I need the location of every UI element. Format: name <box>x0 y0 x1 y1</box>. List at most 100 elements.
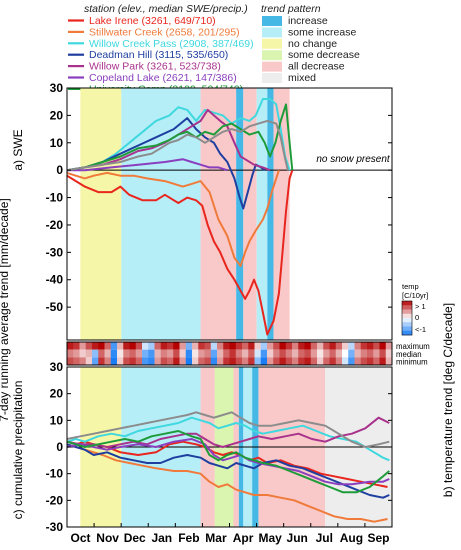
heat-cell <box>279 349 287 358</box>
heat-cell <box>98 342 105 350</box>
heat-cell <box>179 342 187 350</box>
x-tick-label: Oct <box>71 531 91 545</box>
y-tick-label: 20 <box>50 108 64 122</box>
heat-cell <box>254 349 262 358</box>
heat-cell <box>129 357 137 365</box>
heat-cell <box>342 357 349 365</box>
y-tick-label: 20 <box>50 387 64 401</box>
heat-cell <box>329 349 337 358</box>
heat-cell <box>342 349 349 358</box>
heat-cell <box>310 357 318 365</box>
heat-cell <box>298 349 305 358</box>
swe-trend-shading <box>80 88 290 340</box>
heat-cell <box>260 357 268 365</box>
series-line <box>66 440 388 488</box>
heat-cell <box>273 342 280 350</box>
heat-cell <box>329 342 337 350</box>
legend-station-entry: Willow Park (3261, 523/738) <box>68 61 221 73</box>
heat-cell <box>360 357 368 365</box>
heat-cell <box>135 357 143 365</box>
heat-cell <box>385 349 393 358</box>
legend-station-label: Willow Park (3261, 523/738) <box>89 61 221 73</box>
heat-cell <box>373 342 380 350</box>
heat-cell <box>73 349 80 358</box>
heat-cell <box>117 357 124 365</box>
series-line <box>66 443 390 499</box>
legend-pattern-entry: mixed <box>262 72 316 84</box>
x-tick-label: Apr <box>233 531 254 545</box>
heat-cell <box>242 349 249 358</box>
heat-cell <box>217 349 224 358</box>
heat-cell <box>154 342 162 350</box>
colorbar-cells <box>402 301 412 336</box>
heat-cell <box>79 349 87 358</box>
series-line <box>66 416 390 448</box>
heat-cell <box>160 357 168 365</box>
heat-cell <box>348 349 355 358</box>
heat-cell <box>229 342 237 350</box>
strip-row-label: median <box>396 350 422 359</box>
heat-cell <box>298 357 305 365</box>
heat-cell <box>379 357 387 365</box>
colorbar-tick-zero: 0 <box>415 313 419 322</box>
x-tick-label: Nov <box>96 531 119 545</box>
heat-cell <box>342 342 349 350</box>
heat-cell <box>235 349 243 358</box>
legend-pattern-entry: no change <box>262 38 337 50</box>
y-tick-label: 30 <box>50 81 64 95</box>
heat-cell <box>117 342 124 350</box>
left-axis-label: 7-day running average trend [mm/decade] <box>0 198 11 421</box>
heat-cell <box>285 349 293 358</box>
trend-band <box>200 88 237 340</box>
heat-cell <box>367 357 374 365</box>
heat-cell <box>223 342 230 350</box>
heat-cell <box>367 342 374 350</box>
heat-cell <box>317 349 324 358</box>
heat-cell <box>204 342 212 350</box>
heat-cell <box>110 357 118 365</box>
heat-cell <box>373 349 380 358</box>
panel-c-label: c) cumulative precipitation <box>11 381 25 520</box>
panel-precipitation: 30 20 10 0 -10 -20 -30 Oct Nov Dec Jan Feb Mar Apr Ma… <box>11 360 393 545</box>
heat-cell <box>235 357 243 365</box>
heat-cell <box>248 357 255 365</box>
heat-cell <box>310 349 318 358</box>
heat-cell <box>360 342 368 350</box>
x-tick-label: Aug <box>340 531 363 545</box>
heat-cell <box>67 357 74 365</box>
legend-station-label: Stillwater Creek (2658, 201/295) <box>89 26 240 38</box>
no-snow-region <box>294 88 392 340</box>
heat-cell <box>267 342 274 350</box>
y-tick-label: 0 <box>56 163 63 177</box>
heat-cell <box>67 342 74 350</box>
heat-cell <box>273 349 280 358</box>
heat-cell <box>129 349 137 358</box>
legend-station-entry: Deadman Hill (3115, 535/650) <box>68 49 228 61</box>
heat-cell <box>354 357 362 365</box>
trend-band <box>121 88 201 340</box>
colorbar-cell <box>402 309 412 315</box>
swe-series-lines <box>66 98 294 336</box>
x-tick-label: Sep <box>367 531 389 545</box>
x-tick-label: May <box>258 531 282 545</box>
heat-cell <box>185 342 193 350</box>
heat-cell <box>367 349 374 358</box>
heat-cell <box>223 349 230 358</box>
heat-cell <box>248 349 255 358</box>
heat-cell <box>360 349 368 358</box>
x-tick-label: Feb <box>178 531 199 545</box>
series-line <box>66 119 289 172</box>
x-tick-label: Mar <box>205 531 227 545</box>
heat-cell <box>192 357 199 365</box>
heat-cell <box>79 342 87 350</box>
legend-pattern-label: some increase <box>288 26 356 38</box>
heat-cell <box>98 357 105 365</box>
heat-cell <box>185 357 193 365</box>
legend-station-entry: Lake Irene (3261, 649/710) <box>68 15 216 27</box>
swe-frame <box>66 87 393 341</box>
heat-cell <box>192 342 199 350</box>
heat-cell <box>85 342 93 350</box>
legend-pattern-swatch <box>262 27 282 38</box>
heat-cell <box>242 357 249 365</box>
